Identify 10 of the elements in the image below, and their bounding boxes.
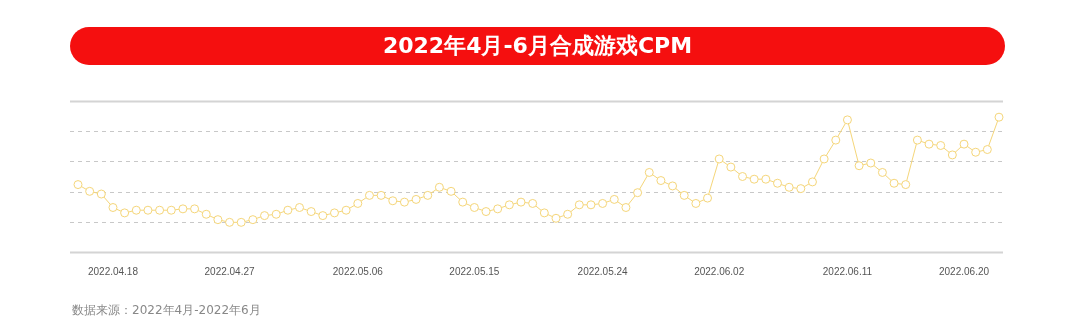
- chart-title: 2022年4月-6月合成游戏CPM: [382, 32, 693, 60]
- x-tick-label: 2022.05.06: [332, 265, 384, 277]
- x-tick-label: 2022.05.24: [577, 265, 629, 277]
- x-tick-label: 2022.06.20: [938, 265, 990, 277]
- source-note: 数据来源：2022年4月-2022年6月: [72, 302, 261, 319]
- x-tick-label: 2022.06.11: [822, 265, 873, 277]
- x-tick-label: 2022.06.02: [694, 265, 745, 277]
- x-tick-label: 2022.04.18: [87, 265, 139, 277]
- x-tick-label: 2022.05.15: [449, 265, 500, 277]
- x-tick-label: 2022.04.27: [204, 265, 256, 277]
